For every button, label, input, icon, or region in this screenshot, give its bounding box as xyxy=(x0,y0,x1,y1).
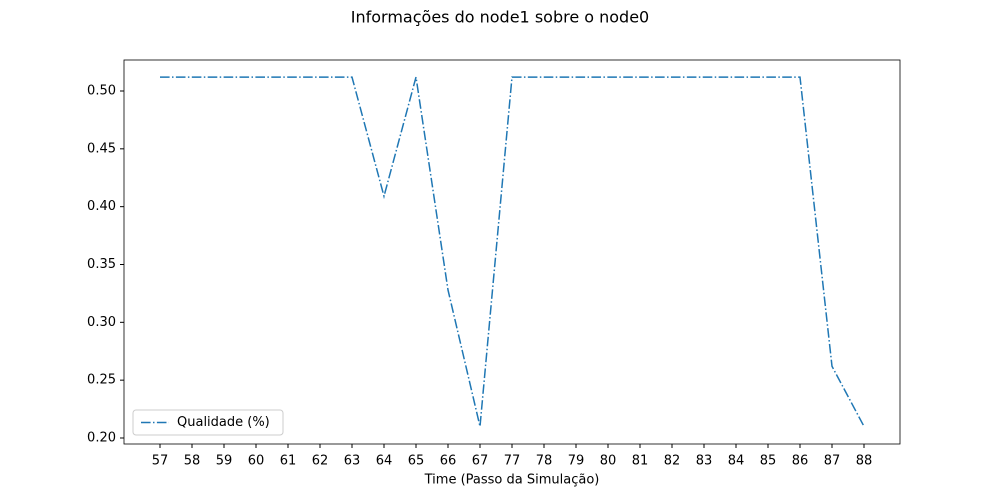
x-tick-label: 77 xyxy=(504,454,521,469)
x-tick-label: 59 xyxy=(216,454,233,469)
x-tick-label: 66 xyxy=(440,454,457,469)
line xyxy=(160,76,865,427)
x-tick-label: 62 xyxy=(312,454,329,469)
x-tick-label: 79 xyxy=(568,454,585,469)
x-tick-label: 63 xyxy=(344,454,361,469)
x-tick-label: 86 xyxy=(792,454,809,469)
x-tick-label: 85 xyxy=(760,454,777,469)
x-tick-label: 80 xyxy=(600,454,617,469)
x-tick-label: 61 xyxy=(280,454,297,469)
y-tick-label: 0.25 xyxy=(87,373,116,388)
chart-title: Informações do node1 sobre o node0 xyxy=(351,8,649,27)
legend-box xyxy=(132,409,284,436)
x-tick-label: 60 xyxy=(248,454,265,469)
x-tick-label: 78 xyxy=(536,454,553,469)
x-tick-label: 82 xyxy=(664,454,681,469)
y-tick-label: 0.50 xyxy=(87,83,116,98)
legend-label: Qualidade (%) xyxy=(177,415,270,430)
y-tick-label: 0.45 xyxy=(87,141,116,156)
x-tick-label: 58 xyxy=(184,454,201,469)
y-tick-label: 0.20 xyxy=(87,430,116,445)
x-tick-label: 57 xyxy=(152,454,169,469)
y-tick-label: 0.30 xyxy=(87,315,116,330)
x-tick-label: 81 xyxy=(632,454,649,469)
x-tick-label: 84 xyxy=(728,454,745,469)
y-tick-label: 0.35 xyxy=(87,257,116,272)
x-tick-label: 87 xyxy=(824,454,841,469)
x-tick-label: 65 xyxy=(408,454,425,469)
x-tick-label: 67 xyxy=(472,454,489,469)
y-tick-label: 0.40 xyxy=(87,199,116,214)
x-axis-label: Time (Passo da Simulação) xyxy=(424,473,600,488)
x-tick-label: 64 xyxy=(376,454,393,469)
x-tick-label: 88 xyxy=(856,454,873,469)
plot-frame xyxy=(123,59,901,445)
x-tick-label: 83 xyxy=(696,454,713,469)
